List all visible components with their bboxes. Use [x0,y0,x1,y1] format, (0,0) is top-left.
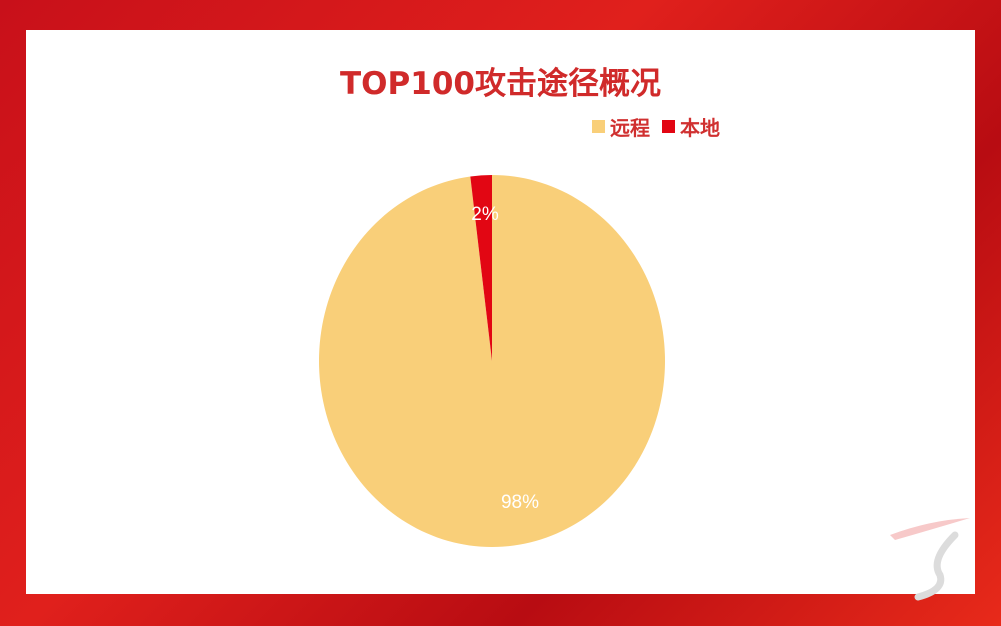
legend-label: 本地 [680,116,720,140]
pie-slice-remote [318,175,665,548]
chart-title: TOP100攻击途径概况 [340,66,661,102]
logo-stroke [890,518,970,540]
legend-swatch [592,120,605,133]
legend-item-local: 本地 [662,112,720,141]
legend-item-remote: 远程 [592,112,650,141]
legend: 远程 本地 [592,112,732,141]
pie-slice-local [470,175,492,361]
legend-label: 远程 [610,116,650,140]
logo-mark [914,531,959,601]
legend-swatch [662,120,675,133]
data-label-local: 2% [471,204,499,225]
data-label-remote: 98% [501,492,539,513]
